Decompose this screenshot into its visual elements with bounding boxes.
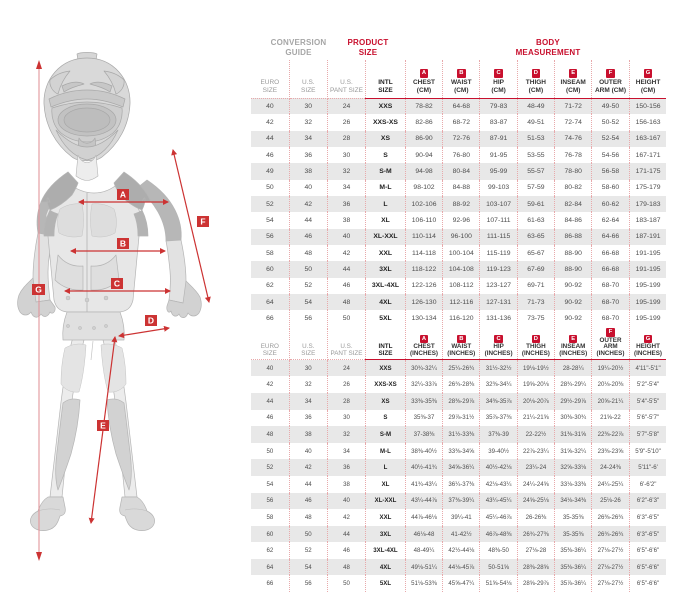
svg-text:D: D xyxy=(148,316,154,326)
svg-text:B: B xyxy=(120,239,126,249)
svg-text:G: G xyxy=(35,285,42,295)
svg-text:F: F xyxy=(200,217,205,227)
svg-text:A: A xyxy=(120,190,126,200)
svg-text:E: E xyxy=(100,421,106,431)
svg-text:C: C xyxy=(114,279,120,289)
